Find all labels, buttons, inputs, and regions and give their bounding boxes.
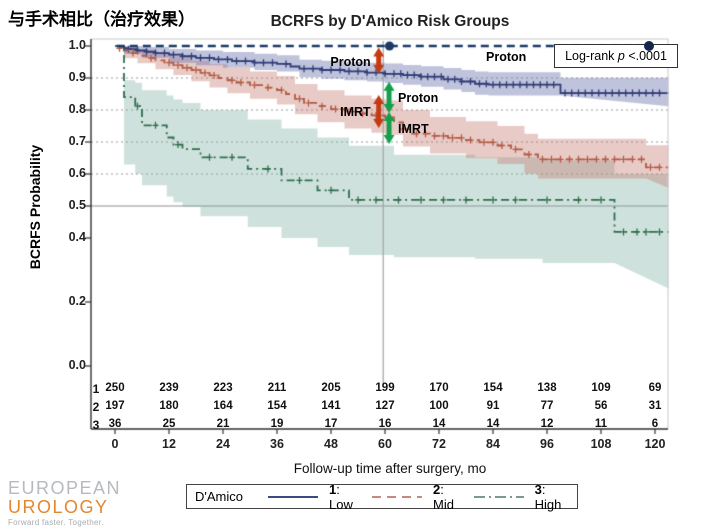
arrow-label-imrt: IMRT xyxy=(340,105,371,120)
legend-title: D'Amico xyxy=(195,489,243,504)
risk-count: 14 xyxy=(432,418,446,430)
risk-count: 12 xyxy=(540,418,554,430)
risk-count: 91 xyxy=(486,400,500,412)
risk-count: 141 xyxy=(321,400,341,412)
y-tick-label: 0.5 xyxy=(68,198,86,212)
risk-count: 239 xyxy=(159,382,179,394)
x-tick-label: 120 xyxy=(644,437,666,451)
risk-group-label: 3 xyxy=(92,418,100,432)
european-urology-logo: EUROPEAN UROLOGY Forward faster. Togethe… xyxy=(8,479,121,527)
risk-count: 154 xyxy=(483,382,503,394)
logo-tagline: Forward faster. Together. xyxy=(8,517,104,527)
risk-count: 205 xyxy=(321,382,341,394)
risk-count: 77 xyxy=(540,400,554,412)
x-tick-label: 108 xyxy=(590,437,612,451)
y-tick-label: 0.2 xyxy=(68,294,86,308)
risk-count: 56 xyxy=(594,400,608,412)
logrank-value: <.0001 xyxy=(624,49,667,63)
y-tick-label: 0.0 xyxy=(68,358,86,372)
risk-count: 197 xyxy=(105,400,125,412)
y-tick-label: 0.8 xyxy=(68,102,86,116)
risk-count: 69 xyxy=(648,382,662,394)
risk-count: 14 xyxy=(486,418,500,430)
risk-count: 31 xyxy=(648,400,662,412)
x-tick-label: 24 xyxy=(216,437,230,451)
risk-count: 25 xyxy=(162,418,176,430)
risk-count: 100 xyxy=(429,400,449,412)
logrank-p: p xyxy=(617,49,625,63)
chart-title: BCRFS by D'Amico Risk Groups xyxy=(270,13,510,30)
y-tick-label: 0.6 xyxy=(68,166,86,180)
y-axis-label: BCRFS Probability xyxy=(27,144,43,270)
x-tick-label: 96 xyxy=(540,437,554,451)
risk-count: 154 xyxy=(267,400,287,412)
x-tick-label: 72 xyxy=(432,437,446,451)
legend: D'Amico 1: Low 2: Mid 3: High xyxy=(186,481,578,512)
x-tick-label: 84 xyxy=(486,437,500,451)
risk-count: 17 xyxy=(324,418,338,430)
proton-reference-label: Proton xyxy=(486,50,527,64)
proton-endpoint-marker xyxy=(644,41,654,51)
legend-line-sample xyxy=(372,495,422,498)
risk-count: 223 xyxy=(213,382,233,394)
risk-group-label: 1 xyxy=(92,382,100,396)
x-tick-label: 36 xyxy=(270,437,284,451)
y-tick-label: 1.0 xyxy=(68,38,86,52)
risk-count: 127 xyxy=(375,400,395,412)
risk-count: 180 xyxy=(159,400,179,412)
risk-count: 109 xyxy=(591,382,611,394)
legend-line-sample xyxy=(268,495,318,498)
legend-item-label: 1: Low xyxy=(329,481,353,512)
x-axis-label: Follow-up time after surgery, mo xyxy=(293,461,487,476)
risk-count: 164 xyxy=(213,400,233,412)
risk-count: 211 xyxy=(267,382,287,394)
risk-count: 138 xyxy=(537,382,557,394)
arrow-label-imrt: IMRT xyxy=(398,121,429,136)
x-tick-label: 12 xyxy=(162,437,176,451)
arrow-label-proton: Proton xyxy=(398,91,439,106)
x-tick-label: 60 xyxy=(378,437,392,451)
y-tick-label: 0.9 xyxy=(68,70,86,84)
logo-line2: UROLOGY xyxy=(8,496,109,517)
risk-count: 199 xyxy=(375,382,395,394)
legend-item-label: 2: Mid xyxy=(433,481,454,512)
risk-count: 170 xyxy=(429,382,449,394)
legend-line-sample xyxy=(473,495,524,498)
risk-count: 21 xyxy=(216,418,230,430)
y-tick-label: 0.4 xyxy=(68,230,86,244)
arrow-label-proton: Proton xyxy=(330,54,371,69)
logo-line1: EUROPEAN xyxy=(8,478,122,498)
risk-count: 16 xyxy=(378,418,392,430)
risk-count: 250 xyxy=(105,382,125,394)
logrank-prefix: Log-rank xyxy=(565,49,618,63)
x-tick-label: 48 xyxy=(324,437,338,451)
x-tick-label: 0 xyxy=(111,437,119,451)
risk-count: 36 xyxy=(108,418,122,430)
legend-item-label: 3: High xyxy=(534,481,562,512)
y-tick-label: 0.7 xyxy=(68,134,86,148)
risk-count: 6 xyxy=(651,418,659,430)
risk-group-label: 2 xyxy=(92,400,100,414)
risk-count: 11 xyxy=(594,418,608,430)
risk-count: 19 xyxy=(270,418,284,430)
logrank-box: Log-rank p <.0001 xyxy=(554,44,678,68)
